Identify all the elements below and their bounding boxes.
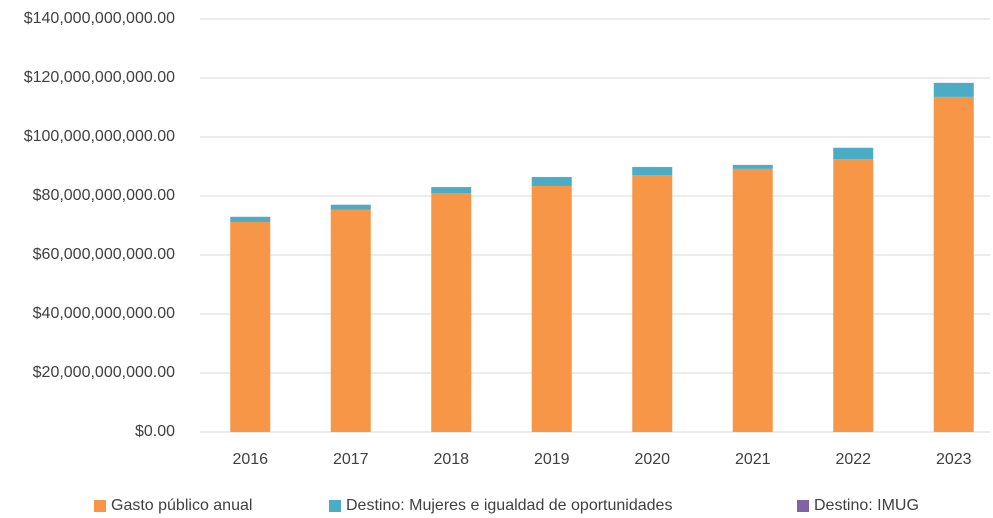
x-tick-label: 2021 <box>735 451 771 468</box>
bar-segment <box>933 83 974 97</box>
x-tick-label: 2020 <box>634 451 670 468</box>
bar-segment <box>732 168 773 433</box>
bar-segment <box>833 159 874 432</box>
x-tick-label: 2018 <box>433 451 469 468</box>
bar-segment <box>632 175 673 432</box>
y-tick-label: $80,000,000,000.00 <box>33 187 175 204</box>
y-tick-label: $0.00 <box>135 423 175 440</box>
x-tick-label: 2023 <box>936 451 972 468</box>
bar-segment <box>431 193 472 432</box>
y-tick-label: $40,000,000,000.00 <box>33 305 175 322</box>
x-tick-label: 2022 <box>835 451 871 468</box>
y-tick-label: $20,000,000,000.00 <box>33 364 175 381</box>
legend-label: Destino: Mujeres e igualdad de oportunid… <box>346 497 672 514</box>
x-tick-label: 2017 <box>333 451 369 468</box>
legend-swatch <box>94 500 106 512</box>
bar-segment <box>230 216 271 222</box>
bar-segment <box>230 221 271 432</box>
bar-segment <box>732 165 773 169</box>
legend-swatch <box>329 500 341 512</box>
y-tick-label: $120,000,000,000.00 <box>24 69 175 86</box>
bar-segment <box>330 209 371 432</box>
bar-segment <box>632 167 673 176</box>
legend-swatch <box>797 500 809 512</box>
bar-segment <box>531 185 572 432</box>
y-tick-label: $100,000,000,000.00 <box>24 128 175 145</box>
bar-segment <box>330 204 371 210</box>
bar-segment <box>933 96 974 432</box>
y-tick-label: $140,000,000,000.00 <box>24 10 175 27</box>
bar-segment <box>531 177 572 186</box>
x-tick-label: 2016 <box>232 451 268 468</box>
x-tick-label: 2019 <box>534 451 570 468</box>
legend-label: Destino: IMUG <box>814 497 919 514</box>
y-tick-label: $60,000,000,000.00 <box>33 246 175 263</box>
bar-segment <box>833 147 874 160</box>
legend-label: Gasto público anual <box>111 497 252 514</box>
bar-segment <box>431 187 472 194</box>
